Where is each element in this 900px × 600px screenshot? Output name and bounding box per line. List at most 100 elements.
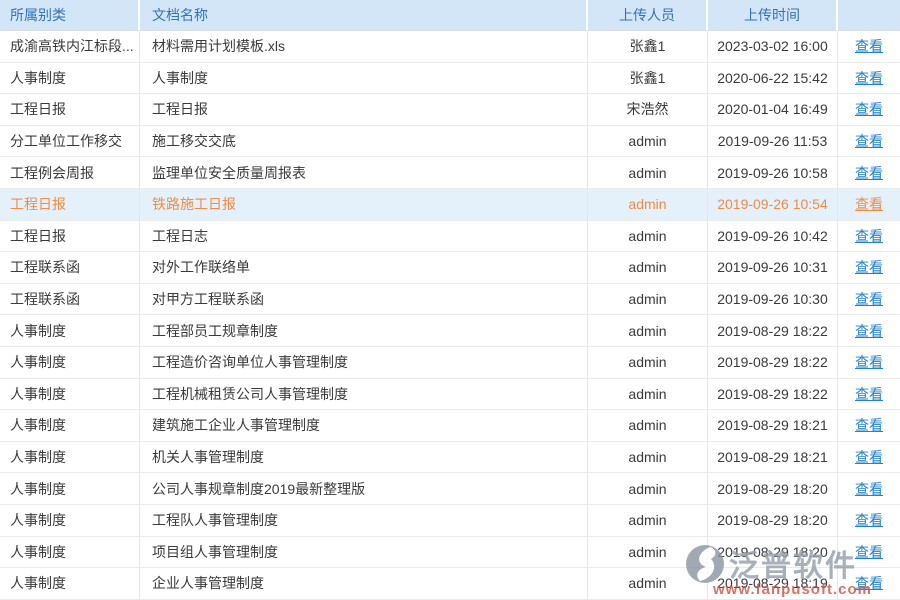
- cell-category: 人事制度: [0, 346, 140, 379]
- cell-doc: 建筑施工企业人事管理制度: [140, 410, 588, 442]
- cell-uploader: admin: [588, 220, 708, 253]
- cell-view: 查看: [838, 125, 900, 158]
- view-link[interactable]: 查看: [855, 417, 883, 434]
- cell-view: 查看: [838, 315, 900, 347]
- view-link[interactable]: 查看: [855, 480, 883, 497]
- view-link[interactable]: 查看: [855, 512, 883, 529]
- cell-time: 2019-08-29 18:21: [708, 410, 838, 442]
- table-row: 人事制度 机关人事管理制度 admin 2019-08-29 18:21 查看: [0, 441, 900, 474]
- table-row: 人事制度 企业人事管理制度 admin 2019-08-29 18:19 查看: [0, 568, 900, 600]
- cell-category: 人事制度: [0, 62, 140, 95]
- cell-category: 人事制度: [0, 410, 140, 442]
- view-link[interactable]: 查看: [855, 227, 883, 244]
- cell-uploader: admin: [588, 504, 708, 537]
- cell-view: 查看: [838, 473, 900, 505]
- cell-category: 人事制度: [0, 441, 140, 474]
- view-link[interactable]: 查看: [855, 133, 883, 150]
- table-row: 人事制度 人事制度 张鑫1 2020-06-22 15:42 查看: [0, 62, 900, 95]
- cell-category: 工程联系函: [0, 283, 140, 316]
- cell-doc: 工程日报: [140, 94, 588, 126]
- column-header-uploader: 上传人员: [588, 0, 708, 31]
- cell-view: 查看: [838, 441, 900, 474]
- cell-uploader: admin: [588, 346, 708, 379]
- cell-doc: 对外工作联络单: [140, 252, 588, 284]
- cell-view: 查看: [838, 346, 900, 379]
- table-row: 人事制度 建筑施工企业人事管理制度 admin 2019-08-29 18:21 查看: [0, 410, 900, 442]
- cell-doc: 监理单位安全质量周报表: [140, 157, 588, 189]
- cell-category: 工程日报: [0, 188, 140, 221]
- cell-doc: 工程部员工规章制度: [140, 315, 588, 347]
- view-link[interactable]: 查看: [855, 101, 883, 118]
- view-link[interactable]: 查看: [855, 575, 883, 592]
- view-link[interactable]: 查看: [855, 196, 883, 213]
- cell-view: 查看: [838, 536, 900, 569]
- cell-time: 2019-09-26 10:30: [708, 283, 838, 316]
- cell-category: 工程日报: [0, 94, 140, 126]
- table-row: 分工单位工作移交 施工移交交底 admin 2019-09-26 11:53 查看: [0, 125, 900, 158]
- column-header-view: [838, 0, 900, 31]
- cell-time: 2020-01-04 16:49: [708, 94, 838, 126]
- cell-view: 查看: [838, 94, 900, 126]
- cell-view: 查看: [838, 283, 900, 316]
- cell-category: 人事制度: [0, 473, 140, 505]
- cell-doc: 工程队人事管理制度: [140, 504, 588, 537]
- cell-uploader: admin: [588, 441, 708, 474]
- cell-category: 人事制度: [0, 536, 140, 569]
- cell-category: 成渝高铁内江标段...: [0, 31, 140, 63]
- view-link[interactable]: 查看: [855, 291, 883, 308]
- table-header: 所属别类 文档名称 上传人员 上传时间: [0, 0, 900, 31]
- view-link[interactable]: 查看: [855, 164, 883, 181]
- cell-uploader: admin: [588, 536, 708, 569]
- view-link[interactable]: 查看: [855, 322, 883, 339]
- cell-uploader: admin: [588, 188, 708, 221]
- cell-time: 2019-09-26 10:42: [708, 220, 838, 253]
- cell-category: 人事制度: [0, 504, 140, 537]
- cell-category: 人事制度: [0, 568, 140, 600]
- view-link[interactable]: 查看: [855, 69, 883, 86]
- cell-doc: 材料需用计划模板.xls: [140, 31, 588, 63]
- cell-doc: 施工移交交底: [140, 125, 588, 158]
- view-link[interactable]: 查看: [855, 38, 883, 55]
- cell-doc: 项目组人事管理制度: [140, 536, 588, 569]
- view-link[interactable]: 查看: [855, 543, 883, 560]
- column-header-time: 上传时间: [708, 0, 838, 31]
- view-link[interactable]: 查看: [855, 385, 883, 402]
- table-row: 人事制度 工程造价咨询单位人事管理制度 admin 2019-08-29 18:22 查…: [0, 346, 900, 379]
- cell-uploader: admin: [588, 473, 708, 505]
- column-header-doc: 文档名称: [140, 0, 588, 31]
- table-row: 人事制度 工程队人事管理制度 admin 2019-08-29 18:20 查看: [0, 504, 900, 537]
- cell-uploader: admin: [588, 410, 708, 442]
- table-row: 工程日报 工程日志 admin 2019-09-26 10:42 查看: [0, 220, 900, 253]
- cell-uploader: admin: [588, 568, 708, 600]
- cell-category: 工程联系函: [0, 252, 140, 284]
- view-link[interactable]: 查看: [855, 449, 883, 466]
- cell-time: 2019-08-29 18:19: [708, 568, 838, 600]
- table-row: 工程例会周报 监理单位安全质量周报表 admin 2019-09-26 10:58 查看: [0, 157, 900, 189]
- table-row: 人事制度 工程机械租赁公司人事管理制度 admin 2019-08-29 18:22 查…: [0, 378, 900, 411]
- cell-view: 查看: [838, 157, 900, 189]
- column-header-category: 所属别类: [0, 0, 140, 31]
- view-link[interactable]: 查看: [855, 259, 883, 276]
- cell-view: 查看: [838, 62, 900, 95]
- cell-uploader: admin: [588, 283, 708, 316]
- table-row: 人事制度 项目组人事管理制度 admin 2019-08-29 18:20 查看: [0, 536, 900, 569]
- view-link[interactable]: 查看: [855, 354, 883, 371]
- cell-time: 2019-08-29 18:21: [708, 441, 838, 474]
- table-row: 人事制度 公司人事规章制度2019最新整理版 admin 2019-08-29 18:…: [0, 473, 900, 505]
- cell-doc: 工程日志: [140, 220, 588, 253]
- cell-time: 2019-08-29 18:20: [708, 536, 838, 569]
- cell-category: 工程例会周报: [0, 157, 140, 189]
- cell-time: 2019-09-26 10:54: [708, 188, 838, 221]
- cell-doc: 企业人事管理制度: [140, 568, 588, 600]
- table-row: 工程联系函 对甲方工程联系函 admin 2019-09-26 10:30 查看: [0, 283, 900, 316]
- cell-view: 查看: [838, 378, 900, 411]
- cell-view: 查看: [838, 568, 900, 600]
- table-row: 工程联系函 对外工作联络单 admin 2019-09-26 10:31 查看: [0, 252, 900, 284]
- cell-uploader: admin: [588, 125, 708, 158]
- cell-time: 2019-08-29 18:20: [708, 504, 838, 537]
- cell-view: 查看: [838, 504, 900, 537]
- cell-doc: 人事制度: [140, 62, 588, 95]
- cell-view: 查看: [838, 252, 900, 284]
- cell-category: 人事制度: [0, 315, 140, 347]
